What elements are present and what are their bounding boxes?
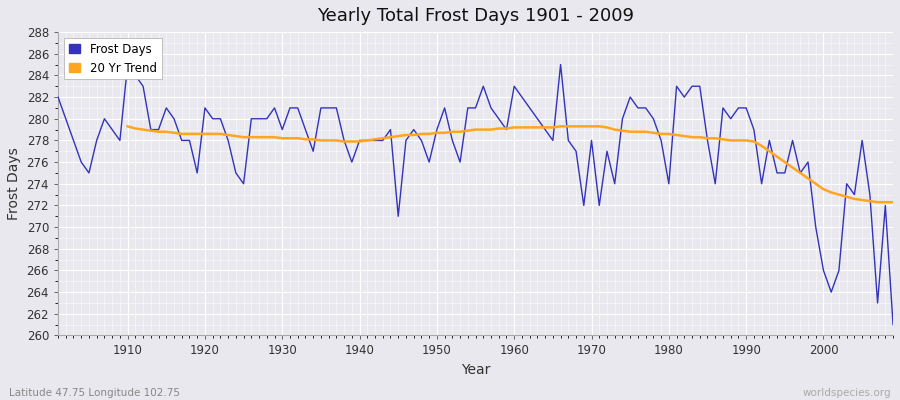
Y-axis label: Frost Days: Frost Days	[7, 147, 21, 220]
X-axis label: Year: Year	[461, 363, 491, 377]
Text: worldspecies.org: worldspecies.org	[803, 388, 891, 398]
Text: Latitude 47.75 Longitude 102.75: Latitude 47.75 Longitude 102.75	[9, 388, 180, 398]
Legend: Frost Days, 20 Yr Trend: Frost Days, 20 Yr Trend	[64, 38, 162, 79]
Title: Yearly Total Frost Days 1901 - 2009: Yearly Total Frost Days 1901 - 2009	[317, 7, 634, 25]
